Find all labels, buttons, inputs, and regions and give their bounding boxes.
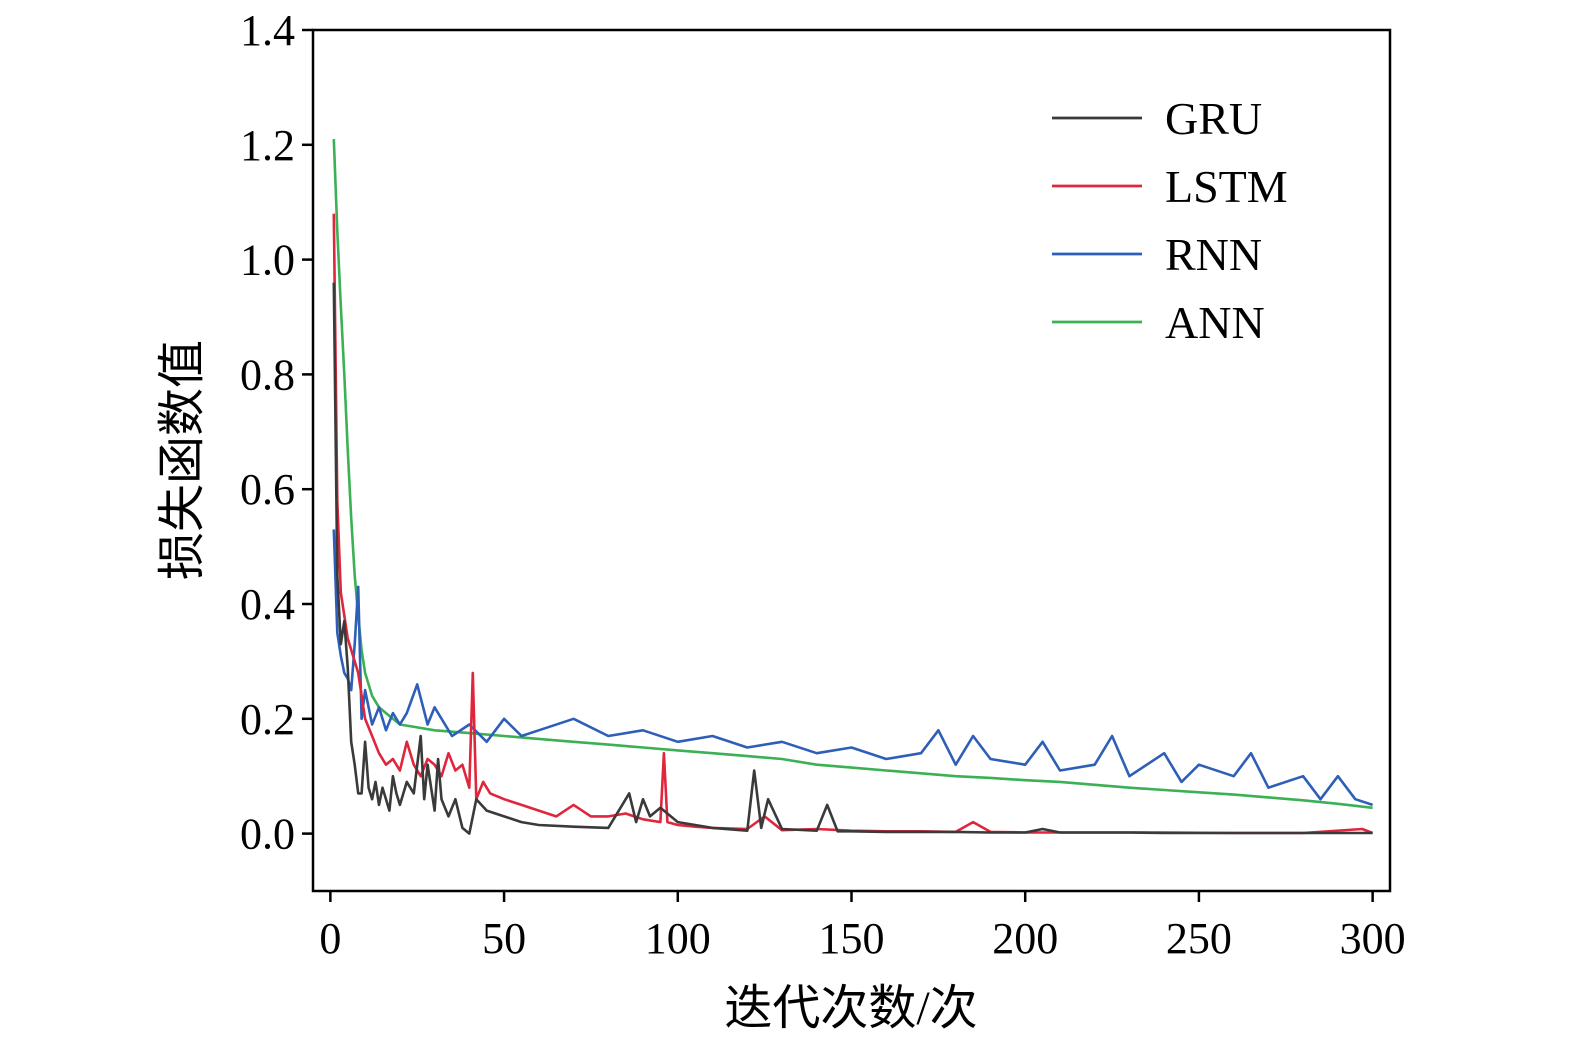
x-tick-label: 300	[1340, 914, 1406, 963]
series-line-rnn	[332, 529, 1374, 807]
legend-label-ann: ANN	[1165, 297, 1265, 348]
y-axis-title: 损失函数值	[156, 340, 209, 580]
x-tick-label: 250	[1166, 914, 1232, 963]
series-line-gru	[332, 282, 1373, 835]
x-tick-label: 200	[992, 914, 1058, 963]
y-tick-label: 1.4	[240, 6, 295, 55]
y-axis: 0.0 0.2 0.4 0.6 0.8 1.0 1.2 1.4	[240, 6, 313, 859]
legend-label-rnn: RNN	[1165, 229, 1262, 280]
y-tick-label: 0.8	[240, 350, 295, 399]
x-tick-label: 0	[319, 914, 341, 963]
y-tick-label: 0.4	[240, 580, 295, 629]
y-tick-label: 0.2	[240, 695, 295, 744]
legend-label-lstm: LSTM	[1165, 161, 1288, 212]
x-axis: 0 50 100 150 200 250 300	[319, 891, 1406, 963]
series-layer	[332, 139, 1374, 835]
y-tick-label: 0.0	[240, 810, 295, 859]
x-axis-title: 迭代次数/次	[724, 982, 977, 1035]
x-tick-label: 100	[645, 914, 711, 963]
legend: GRU LSTM RNN ANN	[1052, 93, 1288, 348]
y-tick-label: 1.2	[240, 121, 295, 170]
y-tick-label: 0.6	[240, 465, 295, 514]
x-tick-label: 50	[482, 914, 526, 963]
x-tick-label: 150	[819, 914, 885, 963]
y-tick-label: 1.0	[240, 236, 295, 285]
legend-label-gru: GRU	[1165, 93, 1262, 144]
